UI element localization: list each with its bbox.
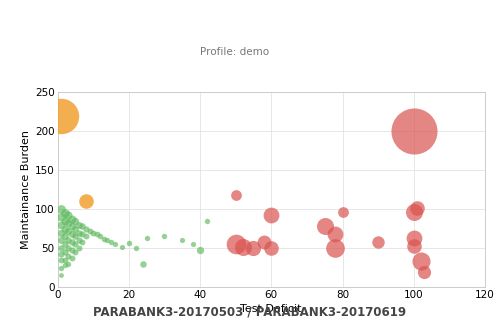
- Point: [64, 228, 72, 234]
- Point: [189, 242, 197, 247]
- Point: [232, 193, 239, 198]
- Point: [60, 226, 68, 231]
- Point: [332, 246, 340, 251]
- Point: [78, 224, 86, 229]
- Point: [68, 255, 76, 260]
- Point: [320, 224, 328, 229]
- Point: [96, 234, 104, 239]
- Point: [57, 222, 65, 227]
- Point: [57, 257, 65, 262]
- Point: [92, 232, 100, 237]
- X-axis label: Test Deficit: Test Deficit: [240, 304, 302, 314]
- Point: [410, 243, 418, 248]
- Point: [100, 236, 108, 242]
- Point: [107, 239, 115, 245]
- Point: [86, 228, 94, 234]
- Point: [75, 222, 83, 227]
- Point: [64, 253, 72, 259]
- Point: [267, 246, 275, 251]
- Point: [410, 209, 418, 214]
- Point: [68, 216, 76, 221]
- Point: [139, 261, 147, 266]
- Point: [64, 261, 72, 266]
- Y-axis label: Maintainance Burden: Maintainance Burden: [21, 130, 31, 249]
- Point: [68, 224, 76, 229]
- Point: [72, 218, 80, 223]
- Point: [250, 246, 258, 251]
- Point: [75, 230, 83, 235]
- Point: [72, 249, 80, 255]
- Point: [78, 239, 86, 245]
- Point: [196, 248, 204, 253]
- Point: [57, 207, 65, 212]
- Point: [57, 246, 65, 251]
- Point: [57, 214, 65, 220]
- Point: [118, 244, 126, 249]
- Point: [78, 232, 86, 237]
- Point: [68, 247, 76, 252]
- Point: [57, 252, 65, 257]
- Point: [110, 242, 118, 247]
- Point: [60, 249, 68, 255]
- Point: [64, 246, 72, 251]
- Point: [260, 239, 268, 245]
- Point: [64, 213, 72, 218]
- Point: [57, 273, 65, 278]
- Point: [75, 238, 83, 243]
- Point: [420, 269, 428, 274]
- Point: [82, 234, 90, 239]
- Point: [82, 199, 90, 204]
- Point: [60, 263, 68, 268]
- Text: PARABANK3-20170503 / PARABANK3-20170619: PARABANK3-20170503 / PARABANK3-20170619: [94, 305, 406, 318]
- Point: [57, 265, 65, 270]
- Text: ⋯: ⋯: [472, 12, 488, 26]
- Point: [57, 113, 65, 118]
- Point: [338, 209, 346, 214]
- Text: Risky Code Changes - Bubble Chart: Risky Code Changes - Bubble Chart: [84, 12, 386, 26]
- Point: [60, 242, 68, 247]
- Point: [64, 238, 72, 243]
- Point: [125, 240, 133, 245]
- Point: [414, 205, 422, 210]
- Text: Profile: demo: Profile: demo: [200, 47, 270, 56]
- Point: [89, 230, 97, 235]
- Point: [410, 129, 418, 134]
- Point: [57, 230, 65, 235]
- Point: [72, 242, 80, 247]
- Point: [68, 239, 76, 245]
- Point: [142, 235, 150, 241]
- Point: [57, 238, 65, 243]
- Point: [417, 259, 425, 264]
- Point: [132, 246, 140, 251]
- Point: [332, 232, 340, 237]
- Point: [178, 238, 186, 243]
- Point: [232, 242, 239, 247]
- Point: [72, 226, 80, 231]
- Point: [203, 218, 211, 223]
- Point: [60, 234, 68, 239]
- Point: [75, 246, 83, 251]
- Point: [60, 257, 68, 262]
- Point: [82, 226, 90, 231]
- Point: [68, 232, 76, 237]
- Point: [72, 234, 80, 239]
- Point: [267, 212, 275, 217]
- Point: [60, 211, 68, 216]
- Point: [104, 238, 112, 243]
- Point: [60, 218, 68, 223]
- Point: [160, 234, 168, 239]
- Point: [374, 239, 382, 245]
- Point: [64, 220, 72, 226]
- Point: [410, 235, 418, 241]
- Point: [239, 244, 247, 249]
